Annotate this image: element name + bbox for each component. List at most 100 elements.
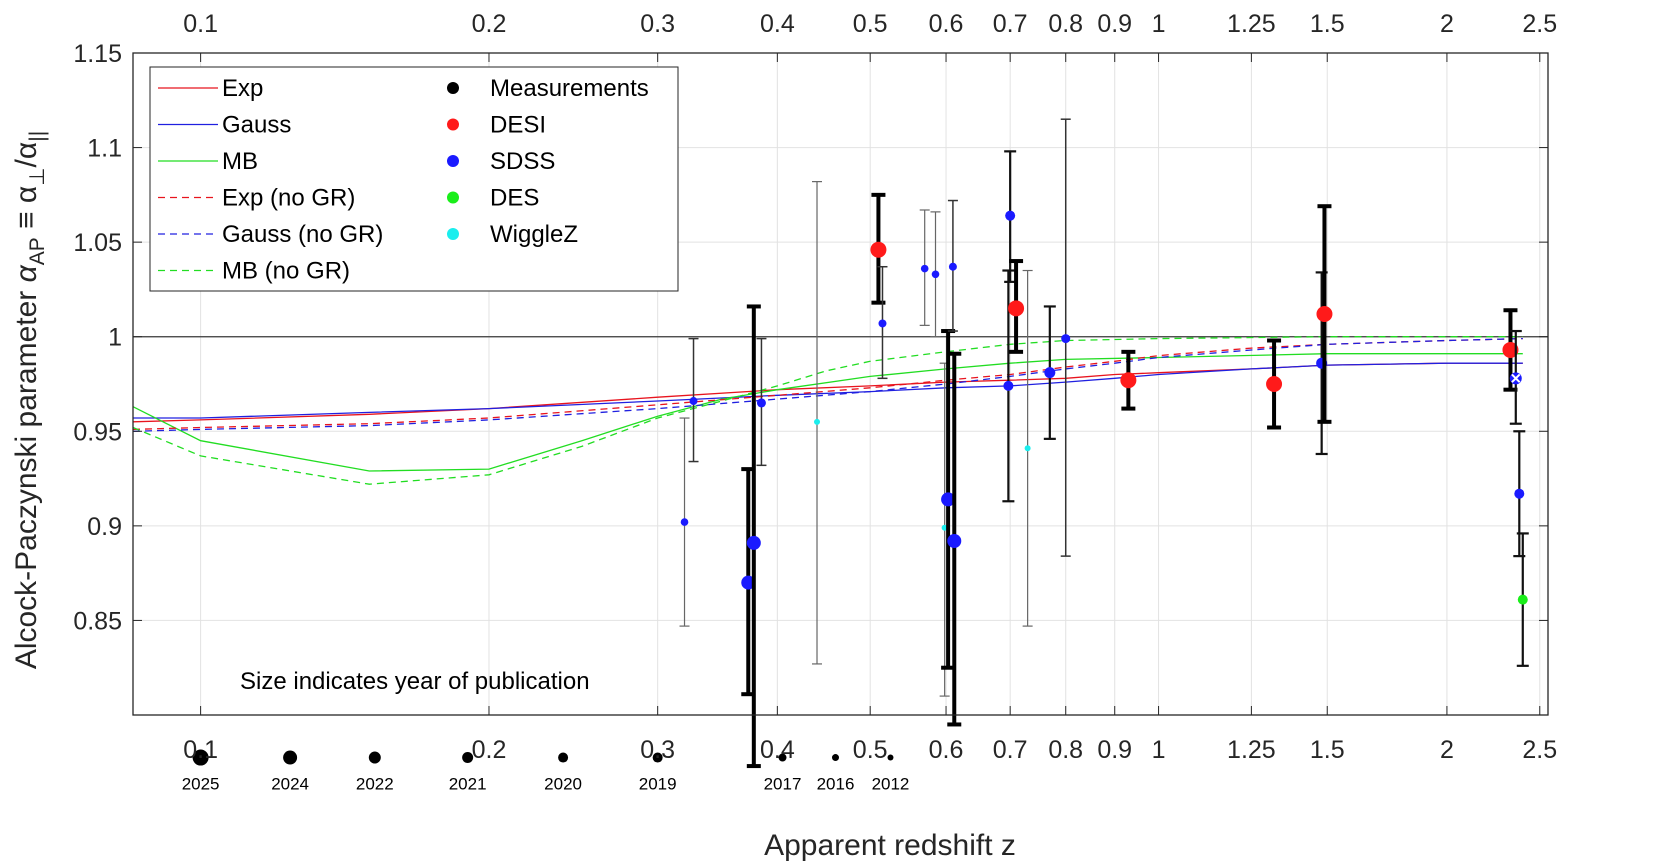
x-tick-label-bottom: 0.8	[1048, 736, 1083, 764]
data-point	[680, 518, 689, 526]
x-tick-label-top: 0.8	[1048, 10, 1083, 38]
data-point	[1316, 306, 1333, 323]
legend-survey-label: WiggleZ	[490, 221, 578, 248]
measurement-sdss	[947, 199, 958, 332]
model-curves	[132, 336, 1523, 485]
y-tick-label: 1	[108, 324, 122, 352]
size-legend-year: 2025	[182, 775, 220, 794]
series-line-gauss	[133, 362, 1523, 419]
size-legend-year: 2021	[449, 775, 487, 794]
legend-series-label: Gauss (no GR)	[222, 221, 383, 248]
y-tick-label: 1.15	[73, 40, 122, 68]
legend-marker	[447, 191, 459, 204]
x-tick-label-bottom: 0.9	[1097, 736, 1132, 764]
data-point	[756, 398, 766, 408]
data-point	[1061, 334, 1071, 344]
size-legend: Size indicates year of publication 2025 2…	[182, 668, 910, 794]
x-tick-label-bottom: 0.2	[472, 736, 507, 764]
size-legend-year: 2020	[544, 775, 582, 794]
x-axis-label: Apparent redshift z	[764, 829, 1016, 862]
size-legend-dot	[462, 752, 474, 764]
x-tick-label-top: 1	[1152, 10, 1166, 38]
size-legend-dot	[831, 754, 839, 762]
legend-survey-label: SDSS	[490, 148, 555, 175]
size-legend-dot	[192, 749, 209, 766]
data-point	[1024, 445, 1031, 452]
y-tick-label: 0.95	[73, 418, 122, 446]
plot-frame	[132, 52, 1549, 716]
cross-mark	[1511, 373, 1521, 383]
x-tick-label-bottom: 0.3	[640, 736, 675, 764]
x-tick-label-top: 0.2	[472, 10, 507, 38]
y-label-sub-perp: ⊥	[26, 167, 49, 185]
x-tick-label-top: 2.5	[1522, 10, 1557, 38]
measurement-sdss	[919, 209, 930, 326]
axis-ticks: 0.1 0.1 0.2 0.2 0.3 0.3 0.4 0.4 0.5 0.5 0.6 0.6 0.7 0…	[73, 10, 1557, 764]
data-point	[947, 533, 962, 548]
legend-series-label: MB (no GR)	[222, 258, 350, 285]
legend-marker	[447, 82, 459, 94]
data-point	[941, 492, 956, 507]
measurement-desi	[1266, 338, 1283, 430]
x-tick-label-bottom: 1.25	[1227, 736, 1276, 764]
legend-marker	[447, 118, 459, 131]
data-point	[948, 262, 957, 271]
measurement-desi	[1120, 349, 1137, 411]
y-tick-label: 0.9	[87, 513, 122, 541]
data-point	[1003, 380, 1014, 391]
y-label-equiv: ≡ α	[10, 186, 43, 238]
data-point	[870, 241, 887, 258]
legend-series-label: Exp (no GR)	[222, 185, 355, 212]
y-label-alpha: α	[10, 264, 43, 282]
data-point	[689, 397, 698, 406]
size-legend-year: 2019	[639, 775, 677, 794]
size-legend-title: Size indicates year of publication	[240, 668, 590, 695]
x-tick-label-bottom: 1	[1152, 736, 1166, 764]
x-tick-label-bottom: 0.7	[993, 736, 1028, 764]
x-tick-label-top: 0.3	[640, 10, 675, 38]
data-point	[1514, 488, 1525, 499]
x-tick-label-top: 0.6	[929, 10, 964, 38]
legend-survey-label: DESI	[490, 112, 546, 139]
y-label-sub-par: ||	[26, 131, 49, 142]
measurement-sdss	[688, 337, 699, 463]
legend: Exp Gauss MB Exp (no GR) Gauss (no GR) MB (no…	[149, 66, 679, 292]
y-label-ratio: /α	[10, 142, 43, 168]
data-point	[1502, 341, 1519, 358]
y-tick-label: 1.1	[87, 135, 122, 163]
measurement-des	[1516, 532, 1529, 667]
measurement-sdss	[930, 211, 941, 338]
data-point	[920, 264, 929, 273]
series-line-gauss-no-gr	[132, 337, 1523, 432]
x-tick-label-top: 0.9	[1097, 10, 1132, 38]
series-line-mb	[132, 353, 1523, 472]
measurement-desi	[1008, 259, 1025, 354]
size-legend-year: 2016	[817, 775, 855, 794]
legend-marker	[447, 228, 459, 240]
x-tick-label-bottom: 0.6	[929, 736, 964, 764]
data-point	[931, 270, 940, 279]
y-axis-label: Alcock-Paczynski parameter αAP ≡ α⊥/α||	[10, 131, 49, 669]
x-tick-label-top: 1.5	[1310, 10, 1345, 38]
legend-survey-label: DES	[490, 185, 539, 212]
x-tick-label-top: 0.4	[760, 10, 795, 38]
data-point	[741, 575, 756, 590]
measurement-wigglez	[812, 181, 823, 665]
x-tick-label-bottom: 0.4	[760, 736, 795, 764]
size-legend-year: 2012	[872, 775, 910, 794]
measurement-points	[679, 118, 1529, 769]
data-point	[1044, 367, 1056, 379]
x-tick-label-bottom: 2	[1440, 736, 1454, 764]
data-point	[1266, 376, 1283, 392]
size-legend-dot	[652, 752, 663, 763]
size-legend-dot	[887, 754, 894, 761]
data-point	[1005, 210, 1016, 221]
measurement-wigglez	[1022, 269, 1033, 627]
legend-marker	[447, 155, 459, 167]
data-point	[746, 535, 761, 550]
x-tick-label-bottom: 1.5	[1310, 736, 1345, 764]
x-tick-label-top: 0.5	[853, 10, 888, 38]
data-point	[814, 418, 821, 425]
measurement-sdss	[947, 351, 962, 727]
